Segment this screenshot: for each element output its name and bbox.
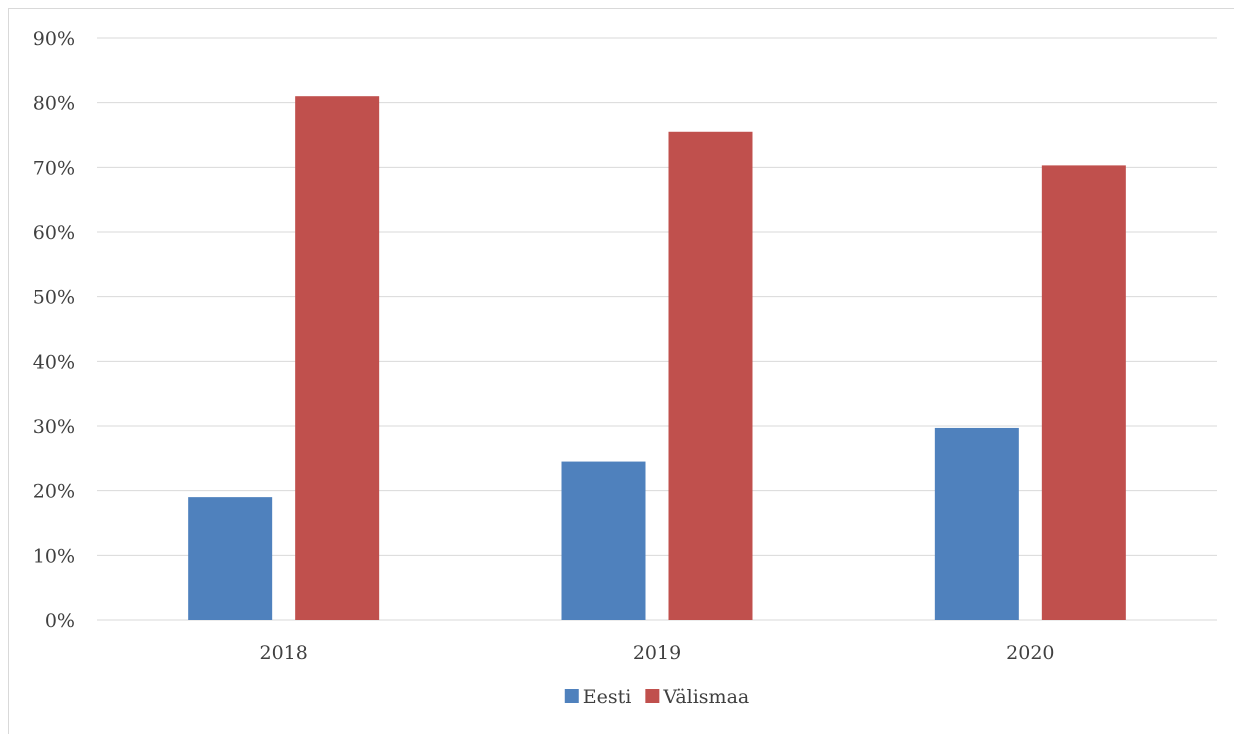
y-tick-label: 70% bbox=[33, 157, 75, 179]
legend-label: Välismaa bbox=[662, 686, 749, 708]
x-category-label: 2019 bbox=[633, 642, 681, 664]
legend: Eesti Välismaa bbox=[564, 686, 749, 708]
bar-välismaa-2018 bbox=[295, 96, 380, 620]
y-axis-tick-labels: 0% 10% 20% 30% 40% 50% 60% 70% 80% 90% bbox=[33, 28, 75, 632]
legend-label: Eesti bbox=[583, 686, 632, 708]
y-tick-label: 50% bbox=[33, 287, 75, 309]
legend-swatch-eesti bbox=[564, 689, 579, 703]
y-tick-label: 10% bbox=[33, 545, 75, 567]
y-tick-label: 0% bbox=[45, 610, 75, 632]
y-tick-label: 80% bbox=[33, 93, 75, 115]
chart-frame bbox=[8, 8, 1234, 734]
bar-välismaa-2019 bbox=[668, 131, 753, 620]
bar-eesti-2019 bbox=[561, 461, 646, 620]
y-tick-label: 40% bbox=[33, 351, 75, 373]
gridlines bbox=[97, 37, 1217, 621]
y-tick-label: 30% bbox=[33, 416, 75, 438]
y-tick-label: 60% bbox=[33, 222, 75, 244]
bar-välismaa-2020 bbox=[1041, 165, 1126, 621]
y-tick-label: 20% bbox=[33, 481, 75, 503]
bar-eesti-2020 bbox=[934, 427, 1019, 620]
bars bbox=[188, 96, 1126, 621]
bar-eesti-2018 bbox=[188, 497, 273, 620]
y-tick-label: 90% bbox=[33, 28, 75, 50]
x-category-label: 2018 bbox=[259, 642, 307, 664]
x-axis-category-labels: 2018 2019 2020 bbox=[259, 642, 1054, 664]
x-category-label: 2020 bbox=[1006, 642, 1054, 664]
legend-swatch-välismaa bbox=[645, 689, 660, 703]
